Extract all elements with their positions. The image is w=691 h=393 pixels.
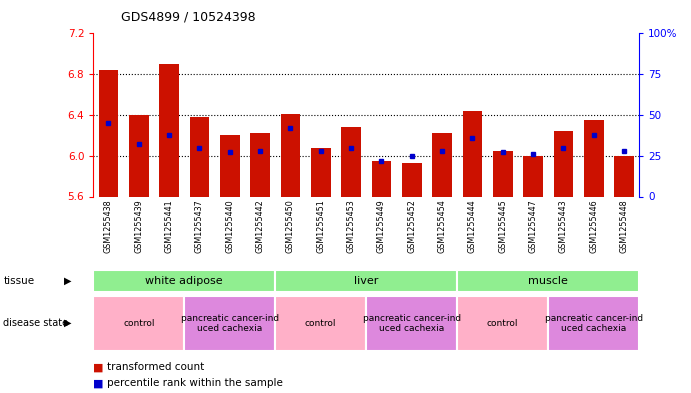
Bar — [311, 147, 330, 196]
Bar — [402, 163, 422, 196]
Bar — [553, 131, 574, 196]
Text: GDS4899 / 10524398: GDS4899 / 10524398 — [121, 11, 256, 24]
Bar — [341, 127, 361, 196]
Bar — [366, 296, 457, 351]
Bar — [275, 270, 457, 292]
Bar — [281, 114, 301, 196]
Bar — [432, 133, 452, 196]
Bar — [275, 296, 366, 351]
Text: ▶: ▶ — [64, 318, 72, 328]
Bar — [250, 133, 270, 196]
Text: ■: ■ — [93, 362, 104, 373]
Bar — [614, 156, 634, 196]
Bar — [220, 135, 240, 196]
Bar — [584, 120, 603, 196]
Text: white adipose: white adipose — [145, 276, 223, 286]
Text: pancreatic cancer-ind
uced cachexia: pancreatic cancer-ind uced cachexia — [363, 314, 461, 333]
Bar — [493, 151, 513, 196]
Bar — [457, 296, 548, 351]
Text: ■: ■ — [93, 378, 104, 388]
Bar — [372, 161, 391, 196]
Text: tissue: tissue — [3, 276, 35, 286]
Text: disease state: disease state — [3, 318, 68, 328]
Text: muscle: muscle — [528, 276, 568, 286]
Bar — [462, 111, 482, 196]
Bar — [189, 117, 209, 196]
Text: pancreatic cancer-ind
uced cachexia: pancreatic cancer-ind uced cachexia — [545, 314, 643, 333]
Bar — [129, 115, 149, 196]
Bar — [159, 64, 179, 196]
Text: pancreatic cancer-ind
uced cachexia: pancreatic cancer-ind uced cachexia — [180, 314, 279, 333]
Text: transformed count: transformed count — [107, 362, 205, 373]
Text: control: control — [487, 319, 518, 328]
Text: control: control — [305, 319, 337, 328]
Bar — [184, 296, 275, 351]
Text: control: control — [123, 319, 155, 328]
Bar — [523, 156, 543, 196]
Text: liver: liver — [354, 276, 379, 286]
Bar — [99, 70, 118, 196]
Bar — [93, 296, 184, 351]
Bar — [457, 270, 639, 292]
Bar — [93, 270, 275, 292]
Text: ▶: ▶ — [64, 276, 72, 286]
Bar — [548, 296, 639, 351]
Text: percentile rank within the sample: percentile rank within the sample — [107, 378, 283, 388]
